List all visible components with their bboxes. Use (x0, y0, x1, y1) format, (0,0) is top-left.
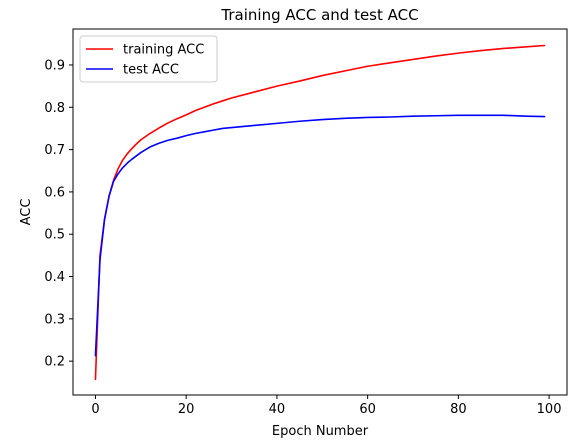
x-tick-label: 80 (450, 402, 467, 417)
y-tick-label: 0.5 (44, 228, 65, 243)
series-line-test-acc (94, 114, 546, 357)
y-axis-ticks: 0.2 0.3 0.4 0.5 0.6 0.7 0.8 0.9 (44, 58, 73, 370)
y-tick-label: 0.9 (44, 58, 65, 73)
x-axis-ticks: 0 20 40 60 80 100 (91, 395, 561, 417)
x-tick-label: 20 (178, 402, 195, 417)
legend-label-test-acc: test ACC (123, 63, 179, 78)
y-tick-label: 0.3 (44, 312, 65, 327)
y-tick-label: 0.4 (44, 270, 65, 285)
x-tick-label: 100 (537, 402, 562, 417)
y-tick-label: 0.8 (44, 101, 65, 116)
x-tick-label: 60 (359, 402, 376, 417)
y-tick-label: 0.2 (44, 355, 65, 370)
legend-label-training-acc: training ACC (123, 43, 204, 58)
x-axis-title: Epoch Number (272, 424, 369, 439)
legend-box (79, 35, 218, 83)
chart-title: Training ACC and test ACC (220, 6, 418, 24)
axes-frame (72, 28, 568, 396)
legend: training ACC test ACC (79, 35, 218, 83)
y-tick-label: 0.6 (44, 185, 65, 200)
x-tick-label: 40 (269, 402, 286, 417)
series-line-training-acc (94, 44, 546, 381)
y-axis-title: ACC (19, 199, 34, 226)
series-layer (94, 44, 546, 381)
y-tick-label: 0.7 (44, 143, 65, 158)
x-tick-label: 0 (91, 402, 99, 417)
